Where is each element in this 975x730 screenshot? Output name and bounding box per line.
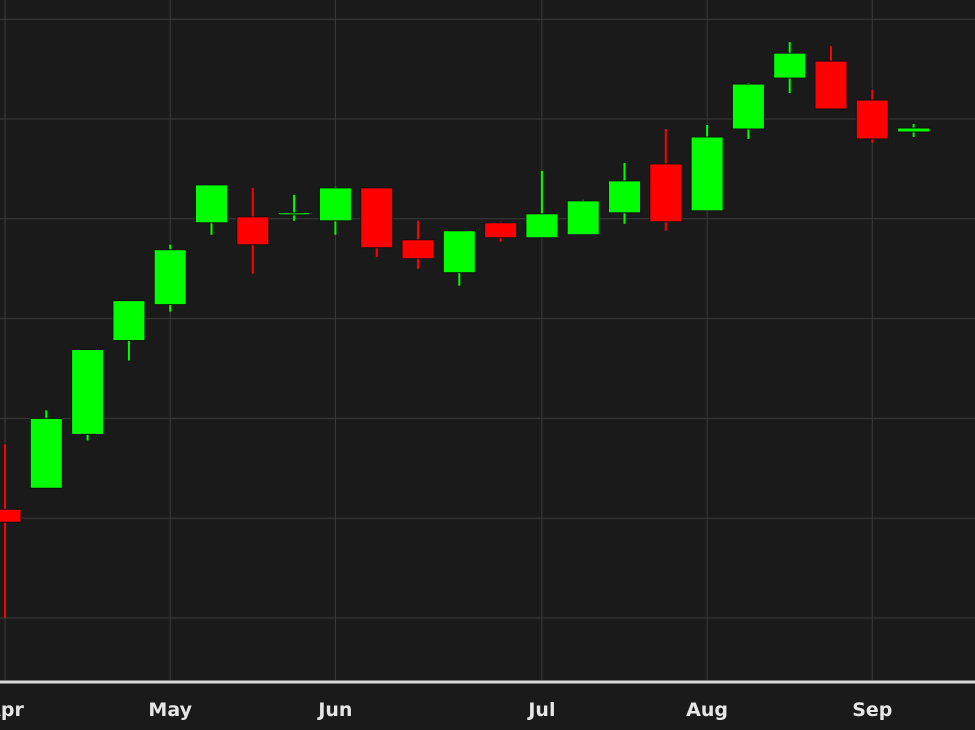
candle-down — [649, 128, 683, 231]
candle-down — [360, 187, 394, 257]
candle-body — [29, 417, 63, 489]
candle-body — [360, 187, 394, 249]
candle-up — [277, 194, 311, 221]
x-tick-labels: Apr May Jun Jul Aug Sep — [0, 699, 892, 721]
candle-body — [195, 184, 228, 224]
candle-up — [112, 300, 146, 361]
candle-up — [442, 230, 476, 286]
candle-up — [566, 199, 600, 236]
candle-body — [566, 200, 600, 236]
candle-body — [277, 212, 311, 216]
candle-body — [153, 249, 187, 306]
candle-body — [401, 239, 435, 260]
candle-down — [855, 90, 889, 143]
candle-up — [608, 162, 641, 224]
candle-up — [690, 124, 724, 212]
candle-body — [690, 136, 724, 212]
candle-body — [318, 187, 352, 222]
x-tick-label: Sep — [852, 699, 892, 721]
candle-up — [525, 170, 559, 239]
candle-body — [0, 508, 22, 523]
x-tick-label: Jul — [526, 699, 555, 721]
candle-body — [442, 230, 476, 274]
x-tick-label: Apr — [0, 699, 24, 721]
candle-up — [897, 123, 931, 137]
grid-layer — [0, 0, 975, 680]
candle-body — [897, 127, 931, 133]
candle-up — [318, 186, 352, 235]
candle-up — [731, 83, 765, 139]
candle-up — [153, 244, 187, 312]
candle-body — [484, 222, 518, 239]
candle-body — [855, 99, 889, 140]
candle-down — [401, 220, 435, 269]
candle-down — [484, 221, 518, 242]
candle-body — [649, 163, 683, 223]
candle-body — [773, 52, 807, 79]
candle-body — [525, 213, 559, 239]
x-tick-label: May — [148, 699, 192, 721]
candle-down — [0, 444, 22, 618]
candle-layer — [0, 42, 931, 618]
candle-body — [731, 83, 765, 130]
x-tick-label: Jun — [316, 699, 352, 721]
candle-body — [608, 180, 641, 214]
x-tick-label: Aug — [686, 699, 728, 721]
candle-up — [71, 349, 105, 441]
candle-down — [236, 187, 270, 274]
candle-up — [195, 184, 228, 235]
candle-body — [112, 300, 146, 342]
candle-body — [236, 216, 270, 246]
candle-body — [814, 60, 848, 110]
candle-up — [29, 410, 63, 489]
candle-up — [773, 42, 807, 94]
candle-body — [71, 349, 105, 435]
candle-down — [814, 46, 848, 110]
